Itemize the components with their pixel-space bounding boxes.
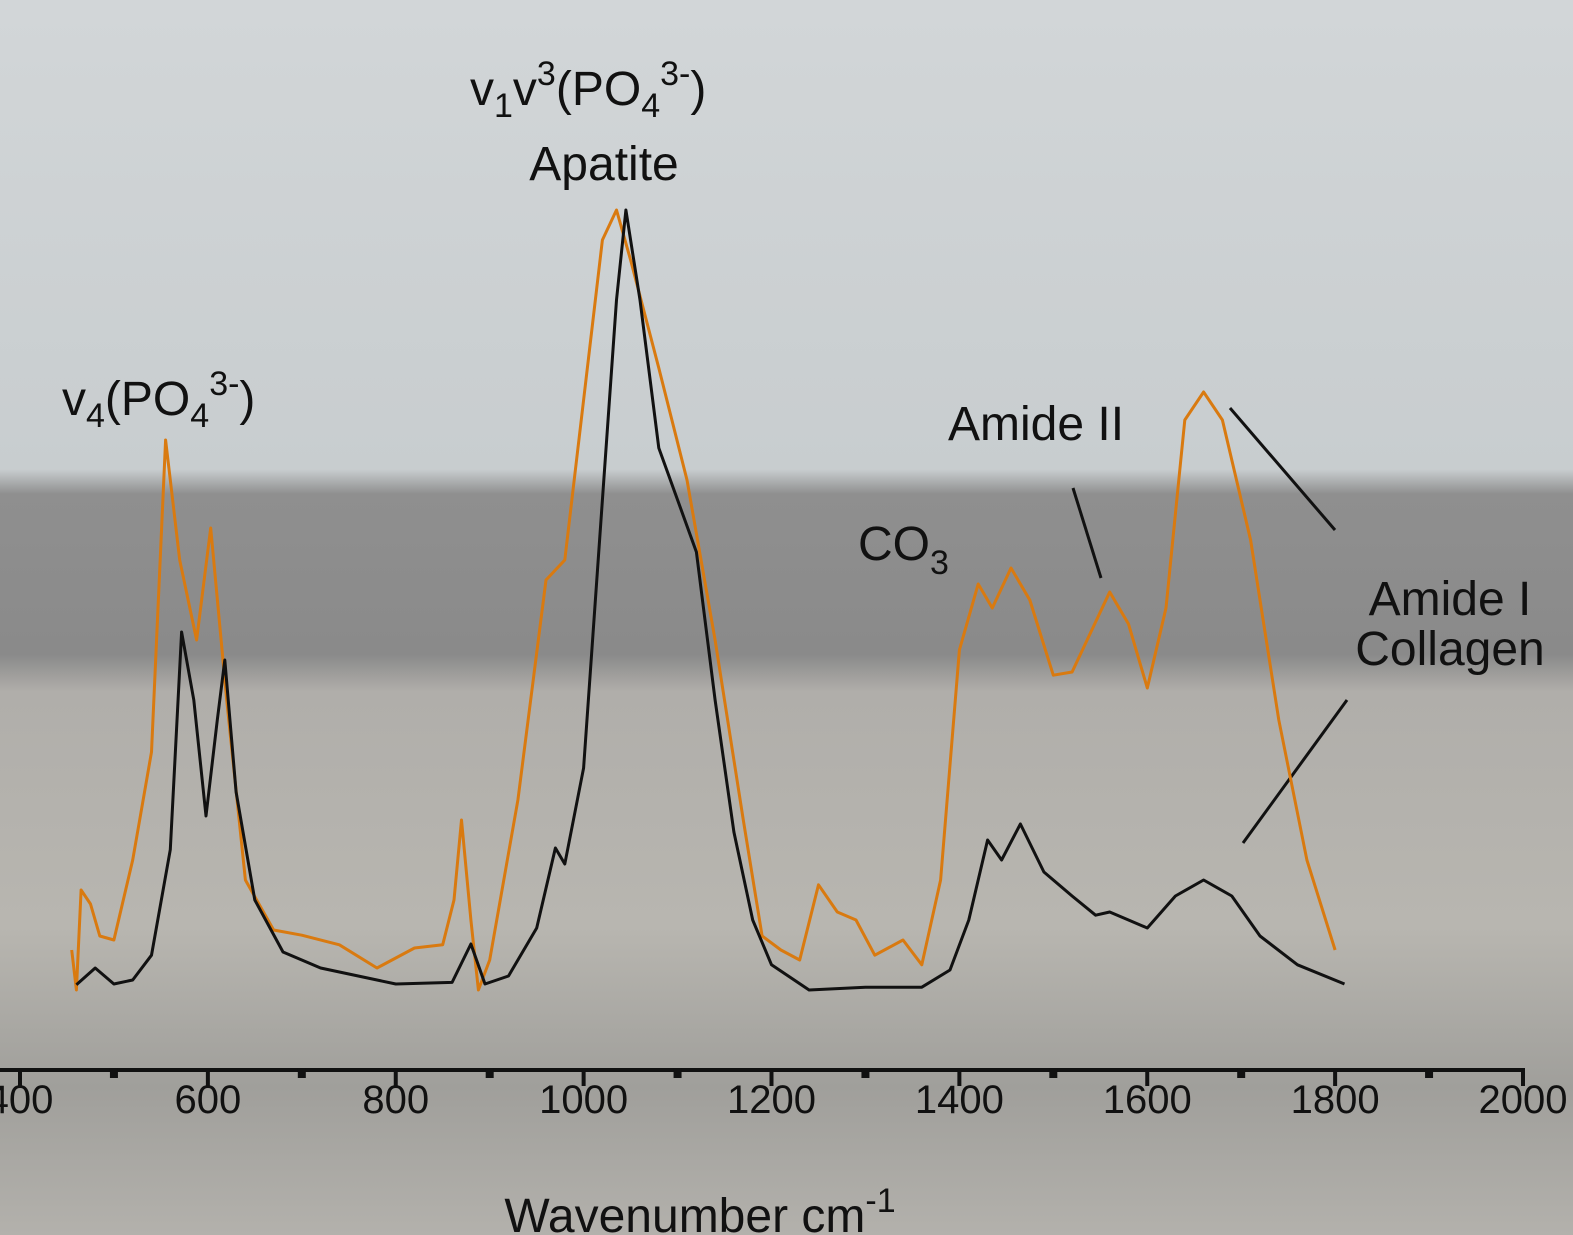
x-axis-title: Wavenumber cm-1 — [504, 1182, 895, 1235]
ann-part: v — [513, 63, 537, 116]
ann-part: ) — [690, 63, 706, 116]
annotation: Apatite — [529, 138, 678, 191]
ann-sub: 1 — [494, 87, 513, 125]
ann-sub: 4 — [86, 397, 105, 435]
ann-sub: 4 — [641, 87, 660, 125]
x-tick-label: 1400 — [915, 1078, 1004, 1122]
ann-sup: 3- — [660, 55, 690, 93]
leader-line — [1228, 407, 1337, 531]
ann-part: v — [470, 63, 494, 116]
leader-line — [1071, 487, 1103, 579]
annotation: Collagen — [1355, 623, 1544, 676]
x-tick-label: 1800 — [1291, 1078, 1380, 1122]
ann-sup: 3 — [537, 55, 556, 93]
ann-sub: 4 — [190, 397, 209, 435]
x-axis-title-sup: -1 — [865, 1182, 895, 1220]
ann-part: ) — [239, 373, 255, 426]
ann-part: CO — [858, 518, 930, 571]
ann-part: (PO — [556, 63, 641, 116]
x-tick-label: 1000 — [539, 1078, 628, 1122]
x-axis-title-text: Wavenumber cm — [504, 1190, 865, 1235]
ann-sup: 3- — [209, 365, 239, 403]
annotation: Amide II — [948, 398, 1124, 451]
annotation: v4(PO43-) — [62, 365, 255, 435]
x-tick-label: 1600 — [1103, 1078, 1192, 1122]
annotation: CO3 — [858, 518, 949, 582]
x-tick-label: 400 — [0, 1078, 53, 1122]
ann-part: v — [62, 373, 86, 426]
annotation: Amide I — [1369, 573, 1532, 626]
series-line — [75, 208, 1346, 992]
series-line — [70, 208, 1337, 992]
ann-sub: 3 — [930, 544, 949, 582]
x-tick-label: 800 — [362, 1078, 429, 1122]
x-tick-label: 2000 — [1479, 1078, 1568, 1122]
x-tick-label: 600 — [175, 1078, 242, 1122]
leader-lines — [1071, 407, 1349, 844]
x-tick-label: 1200 — [727, 1078, 816, 1122]
ann-part: (PO — [105, 373, 190, 426]
leader-line — [1241, 699, 1349, 844]
annotation: v1v3(PO43-) — [470, 55, 706, 125]
